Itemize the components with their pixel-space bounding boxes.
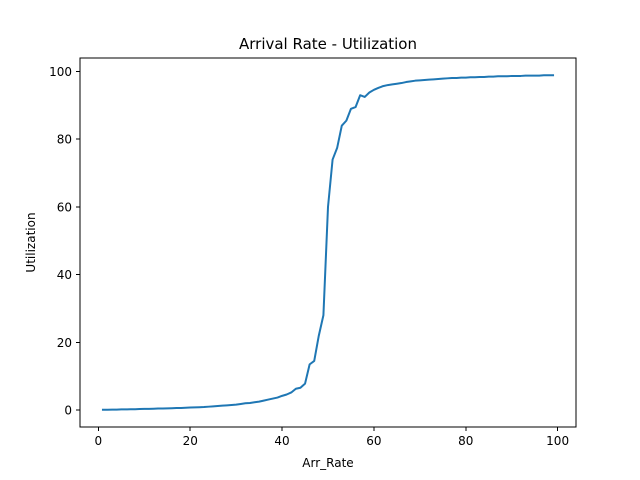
x-tick-label: 60 bbox=[366, 434, 381, 448]
y-axis-label: Utilization bbox=[24, 212, 38, 272]
y-tick-label: 80 bbox=[57, 133, 72, 147]
series-line bbox=[101, 74, 555, 411]
plot-area bbox=[101, 74, 555, 411]
y-tick-label: 0 bbox=[64, 404, 72, 418]
axes-frame bbox=[79, 57, 577, 428]
x-tick-label: 80 bbox=[458, 434, 473, 448]
y-tick-label: 100 bbox=[49, 65, 72, 79]
y-axis-ticks: 0 20 40 60 80 100 bbox=[49, 65, 80, 418]
x-tick-label: 0 bbox=[95, 434, 103, 448]
x-axis-ticks: 0 20 40 60 80 100 bbox=[95, 427, 569, 448]
x-tick-label: 40 bbox=[274, 434, 289, 448]
chart-title: Arrival Rate - Utilization bbox=[239, 35, 417, 53]
x-tick-label: 100 bbox=[546, 434, 569, 448]
y-tick-label: 20 bbox=[57, 336, 72, 350]
x-tick-label: 20 bbox=[183, 434, 198, 448]
x-axis-label: Arr_Rate bbox=[302, 456, 353, 470]
y-tick-label: 40 bbox=[57, 268, 72, 282]
y-tick-label: 60 bbox=[57, 200, 72, 214]
